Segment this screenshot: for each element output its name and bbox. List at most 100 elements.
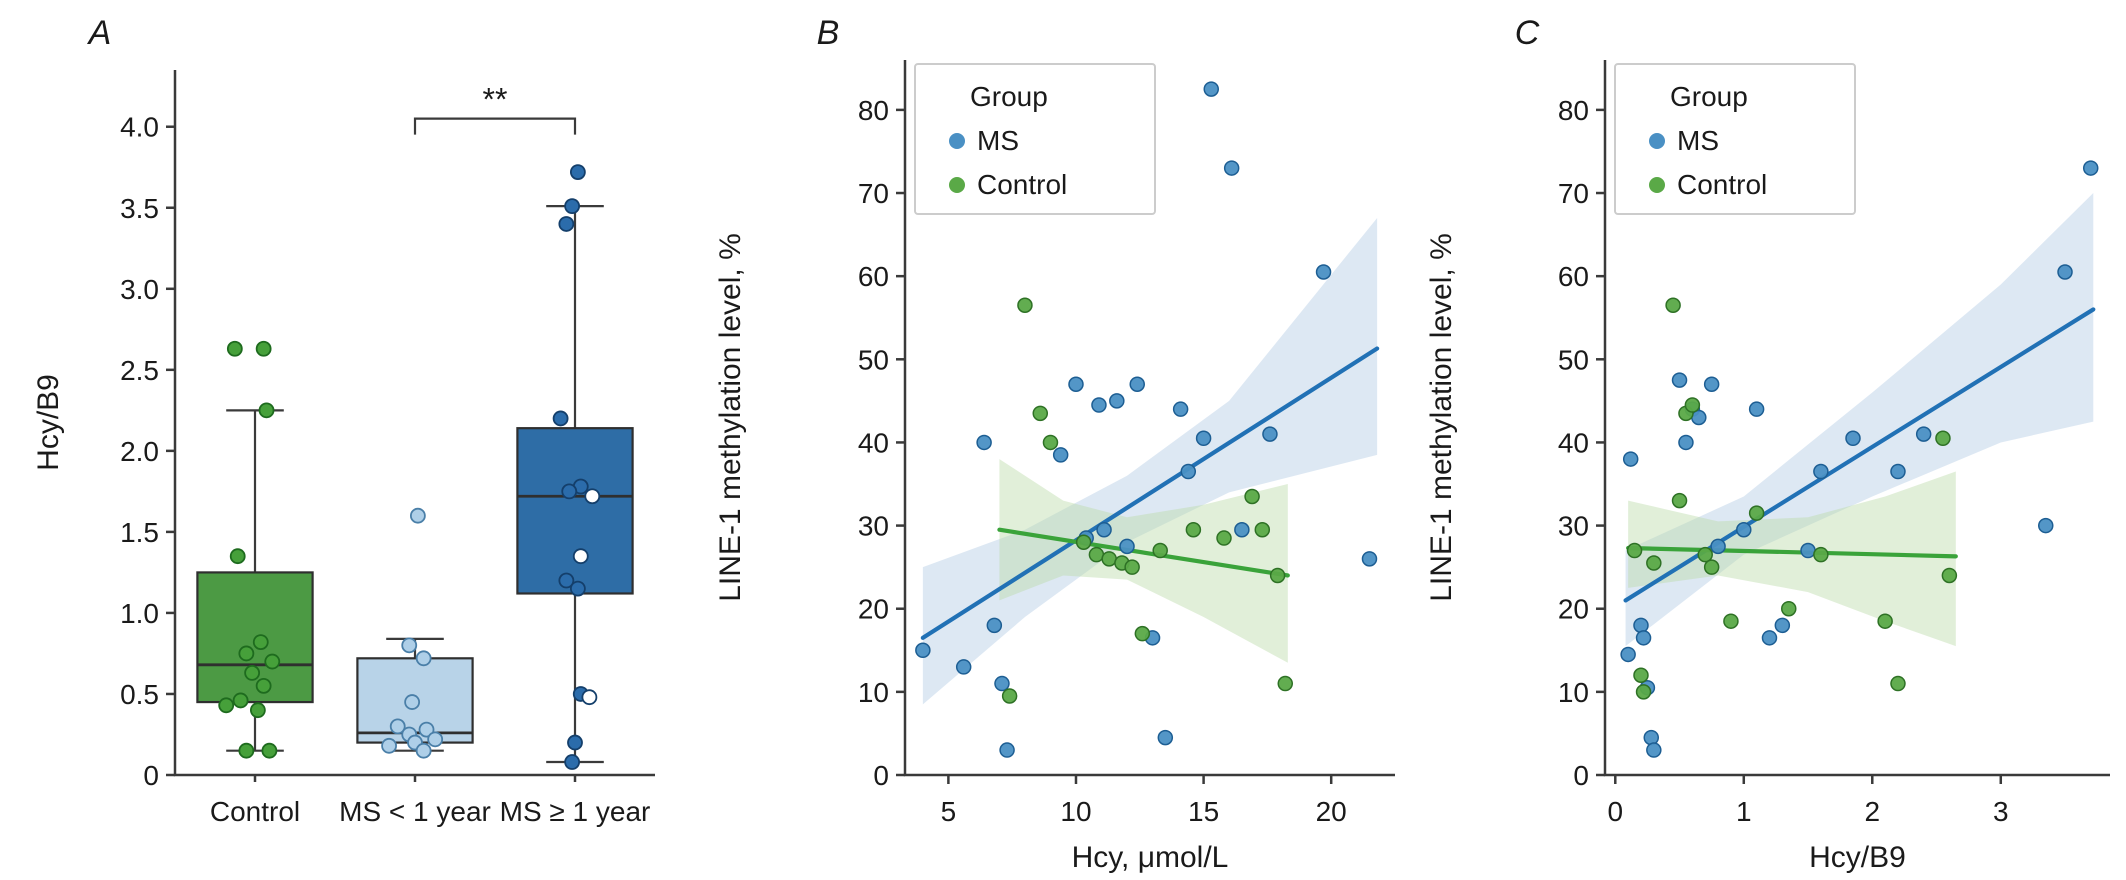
data-point-control	[1244, 488, 1260, 505]
regression-line-control	[997, 527, 1290, 578]
data-point-control	[1626, 542, 1643, 559]
data-point	[232, 692, 249, 709]
data-point	[415, 650, 432, 667]
data-point	[226, 340, 243, 357]
panel-label-c: C	[1515, 14, 1540, 52]
data-point-ms	[1635, 630, 1652, 646]
y-tick-label: 70	[858, 178, 889, 209]
data-point	[561, 483, 578, 500]
data-point-control	[1277, 675, 1294, 692]
data-point-ms	[1643, 729, 1660, 746]
data-point	[389, 718, 406, 735]
data-point	[244, 664, 261, 681]
data-point-control	[1671, 492, 1688, 509]
data-point-control	[1032, 405, 1049, 422]
data-point-ms	[1223, 160, 1240, 176]
data-point-ms	[1096, 521, 1112, 538]
data-point-ms	[915, 642, 931, 659]
y-tick-label: 3.0	[120, 274, 159, 305]
y-tick-label: 10	[858, 677, 889, 708]
significance-bracket	[413, 117, 577, 135]
y-tick-label: 30	[1558, 511, 1589, 542]
x-category-label: Control	[210, 796, 300, 827]
data-point-control	[1124, 559, 1140, 575]
data-point-ms	[1890, 463, 1906, 480]
data-point-control	[1697, 546, 1713, 563]
data-point-ms	[1761, 630, 1778, 646]
data-point	[404, 694, 421, 710]
data-point	[252, 634, 269, 651]
data-point	[558, 216, 575, 232]
y-tick-label: 20	[858, 594, 889, 625]
panel-label-a: A	[87, 14, 112, 52]
data-point-control	[1665, 297, 1681, 314]
data-point-control	[1723, 613, 1739, 629]
data-point-control	[1781, 600, 1797, 617]
data-point	[218, 697, 235, 714]
data-point-control	[1633, 667, 1649, 683]
data-point	[564, 754, 581, 770]
data-point-control	[1088, 546, 1105, 563]
legend-marker-ms	[949, 133, 965, 149]
x-tick-label: 3	[1993, 796, 2009, 827]
data-point	[401, 637, 418, 654]
data-point	[229, 548, 246, 565]
data-point-control	[1185, 521, 1202, 538]
data-point	[569, 580, 586, 597]
x-tick-label: 1	[1736, 796, 1752, 827]
data-point-control	[1935, 430, 1951, 447]
x-category-label: MS ≥ 1 year	[500, 796, 651, 827]
legend-marker-control	[949, 177, 965, 193]
data-point-ms	[1068, 376, 1084, 392]
data-point-ms	[955, 659, 972, 675]
data-point-control	[1152, 542, 1168, 559]
data-point	[238, 645, 255, 662]
data-point-control	[1703, 559, 1720, 575]
scatter-panel-b: 0 10 20 30 40 50 60 70 80 5 10 15 20 LINE-1 methylati…	[714, 14, 1395, 874]
y-tick-label: 70	[1558, 178, 1589, 209]
data-point	[427, 731, 444, 748]
legend-title: Group	[970, 81, 1048, 112]
confidence-band-control	[999, 459, 1288, 663]
y-axis-label: Hcy/B9	[32, 374, 65, 471]
y-tick-label: 20	[1558, 594, 1589, 625]
y-tick-label: 80	[858, 95, 889, 126]
y-tick-label: 60	[858, 261, 889, 292]
legend-entry-label: MS	[1677, 125, 1719, 156]
data-point-control	[1646, 555, 1662, 571]
data-point-control	[1101, 551, 1117, 567]
regression-line-ms	[920, 346, 1380, 640]
y-tick-label: 10	[1558, 677, 1589, 708]
data-point-ms	[1129, 376, 1145, 392]
x-tick-label: 15	[1188, 796, 1219, 827]
y-tick-label: 4.0	[120, 112, 159, 143]
data-point-ms	[1646, 742, 1662, 758]
data-point-control	[1042, 434, 1059, 451]
y-tick-label: 0	[1573, 760, 1589, 791]
y-tick-label: 40	[1558, 427, 1589, 458]
data-point	[418, 721, 435, 738]
data-point-control	[1134, 625, 1151, 642]
data-point-control	[1017, 297, 1033, 314]
data-point-ms	[1203, 81, 1219, 97]
data-point-ms	[1671, 372, 1688, 388]
y-tick-label: 50	[1558, 344, 1589, 375]
legend-entry-label: Control	[1677, 169, 1767, 200]
y-axis-label: LINE-1 methylation level, %	[1425, 233, 1458, 602]
data-point-control	[1748, 505, 1765, 521]
x-axis-label: Hcy, μmol/L	[1072, 841, 1229, 874]
data-point-control	[1635, 684, 1652, 700]
data-point-ms	[1234, 521, 1250, 538]
data-point	[381, 737, 397, 754]
scatter-panel-c: 0 10 20 30 40 50 60 70 80 0 1 2 3 LINE-1 methylation …	[1425, 14, 2110, 874]
x-axis-label: Hcy/B9	[1809, 841, 1906, 874]
data-point-control	[1216, 530, 1232, 546]
data-point-ms	[976, 434, 992, 451]
legend-entry-label: Control	[977, 169, 1067, 200]
data-point	[255, 677, 272, 694]
data-point-control	[1269, 567, 1286, 584]
y-tick-label: 3.5	[120, 193, 159, 224]
y-tick-label: 0	[143, 760, 159, 791]
data-point	[564, 198, 581, 215]
data-point-ms	[1678, 434, 1694, 451]
